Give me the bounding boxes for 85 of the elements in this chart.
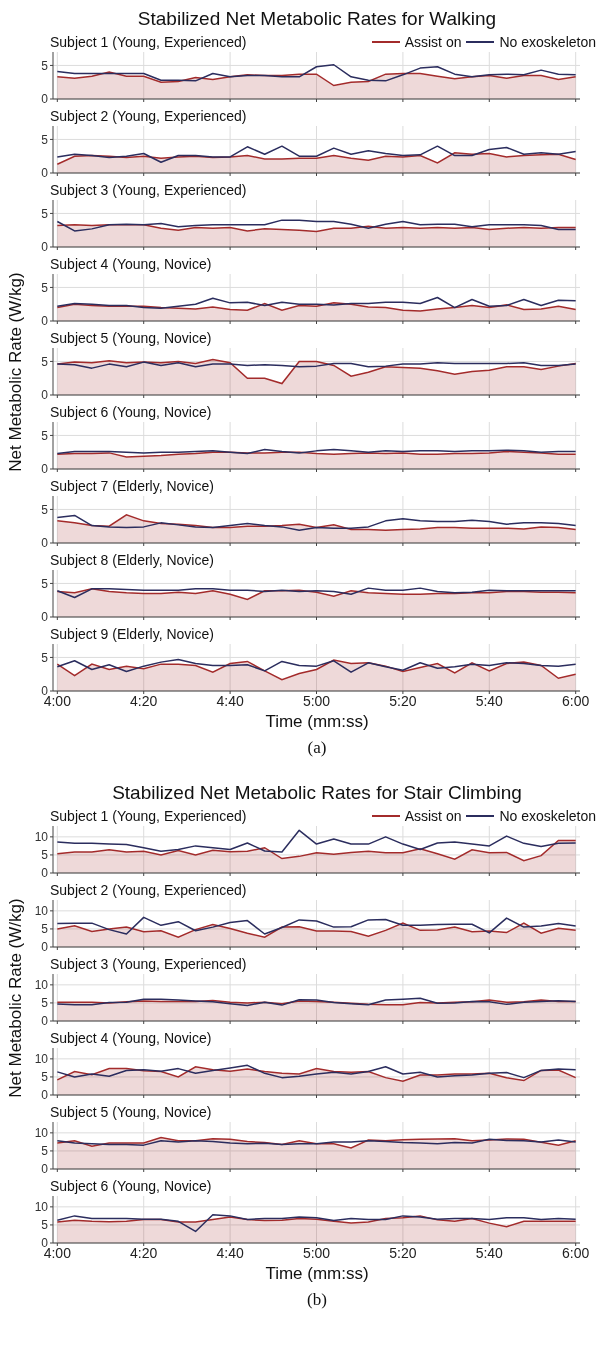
y-tick-label: 0	[41, 314, 49, 329]
y-tick-label: 5	[41, 1144, 49, 1159]
y-axis-title: Net Metabolic Rate (W/kg)	[6, 897, 26, 1098]
y-tick-label: 0	[41, 536, 49, 551]
line-series	[56, 145, 577, 164]
x-axis-title: Time (mm:ss)	[264, 1264, 370, 1284]
y-tick-label: 5	[41, 206, 49, 221]
x-tick-label: 4:20	[130, 1244, 158, 1261]
line-series	[56, 1064, 577, 1079]
chart-subtitle: Subject 1 (Young, Experienced)	[50, 808, 247, 824]
chart-subtitle: Subject 5 (Young, Novice)	[50, 1104, 212, 1120]
chart-subtitle: Subject 5 (Young, Novice)	[50, 330, 212, 346]
y-tick-label: 0	[41, 940, 49, 955]
line-series	[56, 514, 577, 531]
y-tick-label: 0	[41, 1014, 49, 1029]
line-series	[56, 219, 577, 232]
y-tick-label: 10	[34, 904, 49, 919]
line-series	[56, 658, 577, 673]
x-tick-label: 5:40	[475, 692, 504, 709]
y-tick-label: 0	[41, 388, 49, 403]
x-axis-title: Time (mm:ss)	[264, 712, 370, 732]
y-tick-label: 5	[41, 58, 49, 73]
line-series	[56, 1214, 577, 1233]
text: (b)	[306, 1290, 328, 1310]
chart-subtitle: Subject 2 (Young, Experienced)	[50, 882, 247, 898]
legend-label: No exoskeleton	[499, 34, 596, 50]
y-tick-label: 5	[41, 1070, 49, 1085]
line-series	[56, 916, 577, 935]
y-tick-label: 5	[41, 1218, 49, 1233]
y-tick-label: 10	[34, 1200, 49, 1215]
y-tick-label: 5	[41, 576, 49, 591]
y-tick-label: 10	[34, 830, 49, 845]
chart-subtitle: Subject 6 (Young, Novice)	[50, 404, 212, 420]
y-axis-title: Net Metabolic Rate (W/kg)	[6, 271, 26, 472]
chart-subtitle: Subject 4 (Young, Novice)	[50, 256, 212, 272]
x-tick-label: 5:20	[389, 692, 417, 709]
y-tick-label: 5	[41, 132, 49, 147]
y-tick-label: 5	[41, 996, 49, 1011]
chart-subtitle: Subject 1 (Young, Experienced)	[50, 34, 247, 50]
chart-subtitle: Subject 7 (Elderly, Novice)	[50, 478, 214, 494]
y-tick-label: 0	[41, 462, 49, 477]
x-tick-label: 5:00	[302, 1244, 331, 1261]
y-tick-label: 5	[41, 428, 49, 443]
y-tick-label: 5	[41, 848, 49, 863]
line-series	[56, 361, 577, 369]
x-tick-label: 6:00	[562, 1244, 590, 1261]
line-series	[56, 587, 577, 599]
chart-subtitle: Subject 2 (Young, Experienced)	[50, 108, 247, 124]
chart-subtitle: Subject 8 (Elderly, Novice)	[50, 552, 214, 568]
y-tick-label: 0	[41, 610, 49, 625]
y-tick-label: 5	[41, 280, 49, 295]
y-tick-label: 0	[41, 1088, 49, 1103]
y-tick-label: 5	[41, 354, 49, 369]
x-tick-label: 6:00	[562, 692, 590, 709]
line-series	[56, 829, 577, 853]
chart-title: Stabilized Net Metabolic Rates for Stair Climbing	[111, 782, 523, 805]
y-tick-label: 5	[41, 502, 49, 517]
y-tick-label: 0	[41, 240, 49, 255]
legend-label: No exoskeleton	[499, 808, 596, 824]
x-tick-label: 4:40	[216, 1244, 244, 1261]
line-series	[56, 64, 577, 82]
chart-subtitle: Subject 4 (Young, Novice)	[50, 1030, 212, 1046]
y-tick-label: 0	[41, 166, 49, 181]
legend-label: Assist on	[404, 808, 462, 824]
y-tick-label: 0	[41, 1162, 49, 1177]
chart-subtitle: Subject 6 (Young, Novice)	[50, 1178, 212, 1194]
y-tick-label: 10	[34, 1052, 49, 1067]
chart-subtitle: Subject 9 (Elderly, Novice)	[50, 626, 214, 642]
line-series	[56, 296, 577, 309]
x-tick-label: 5:00	[302, 692, 331, 709]
y-tick-label: 10	[34, 1126, 49, 1141]
y-tick-label: 10	[34, 978, 49, 993]
chart-subtitle: Subject 3 (Young, Experienced)	[50, 956, 247, 972]
chart-title: Stabilized Net Metabolic Rates for Walking	[136, 8, 498, 31]
y-tick-label: 0	[41, 866, 49, 881]
x-tick-label: 5:20	[389, 1244, 417, 1261]
y-tick-label: 5	[41, 922, 49, 937]
y-tick-label: 0	[41, 92, 49, 107]
x-tick-label: 4:40	[216, 692, 244, 709]
x-tick-label: 5:40	[475, 1244, 504, 1261]
legend-label: Assist on	[404, 34, 462, 50]
chart-subtitle: Subject 3 (Young, Experienced)	[50, 182, 247, 198]
x-tick-label: 4:20	[130, 692, 158, 709]
y-tick-label: 5	[41, 650, 49, 665]
text: (a)	[306, 738, 328, 758]
